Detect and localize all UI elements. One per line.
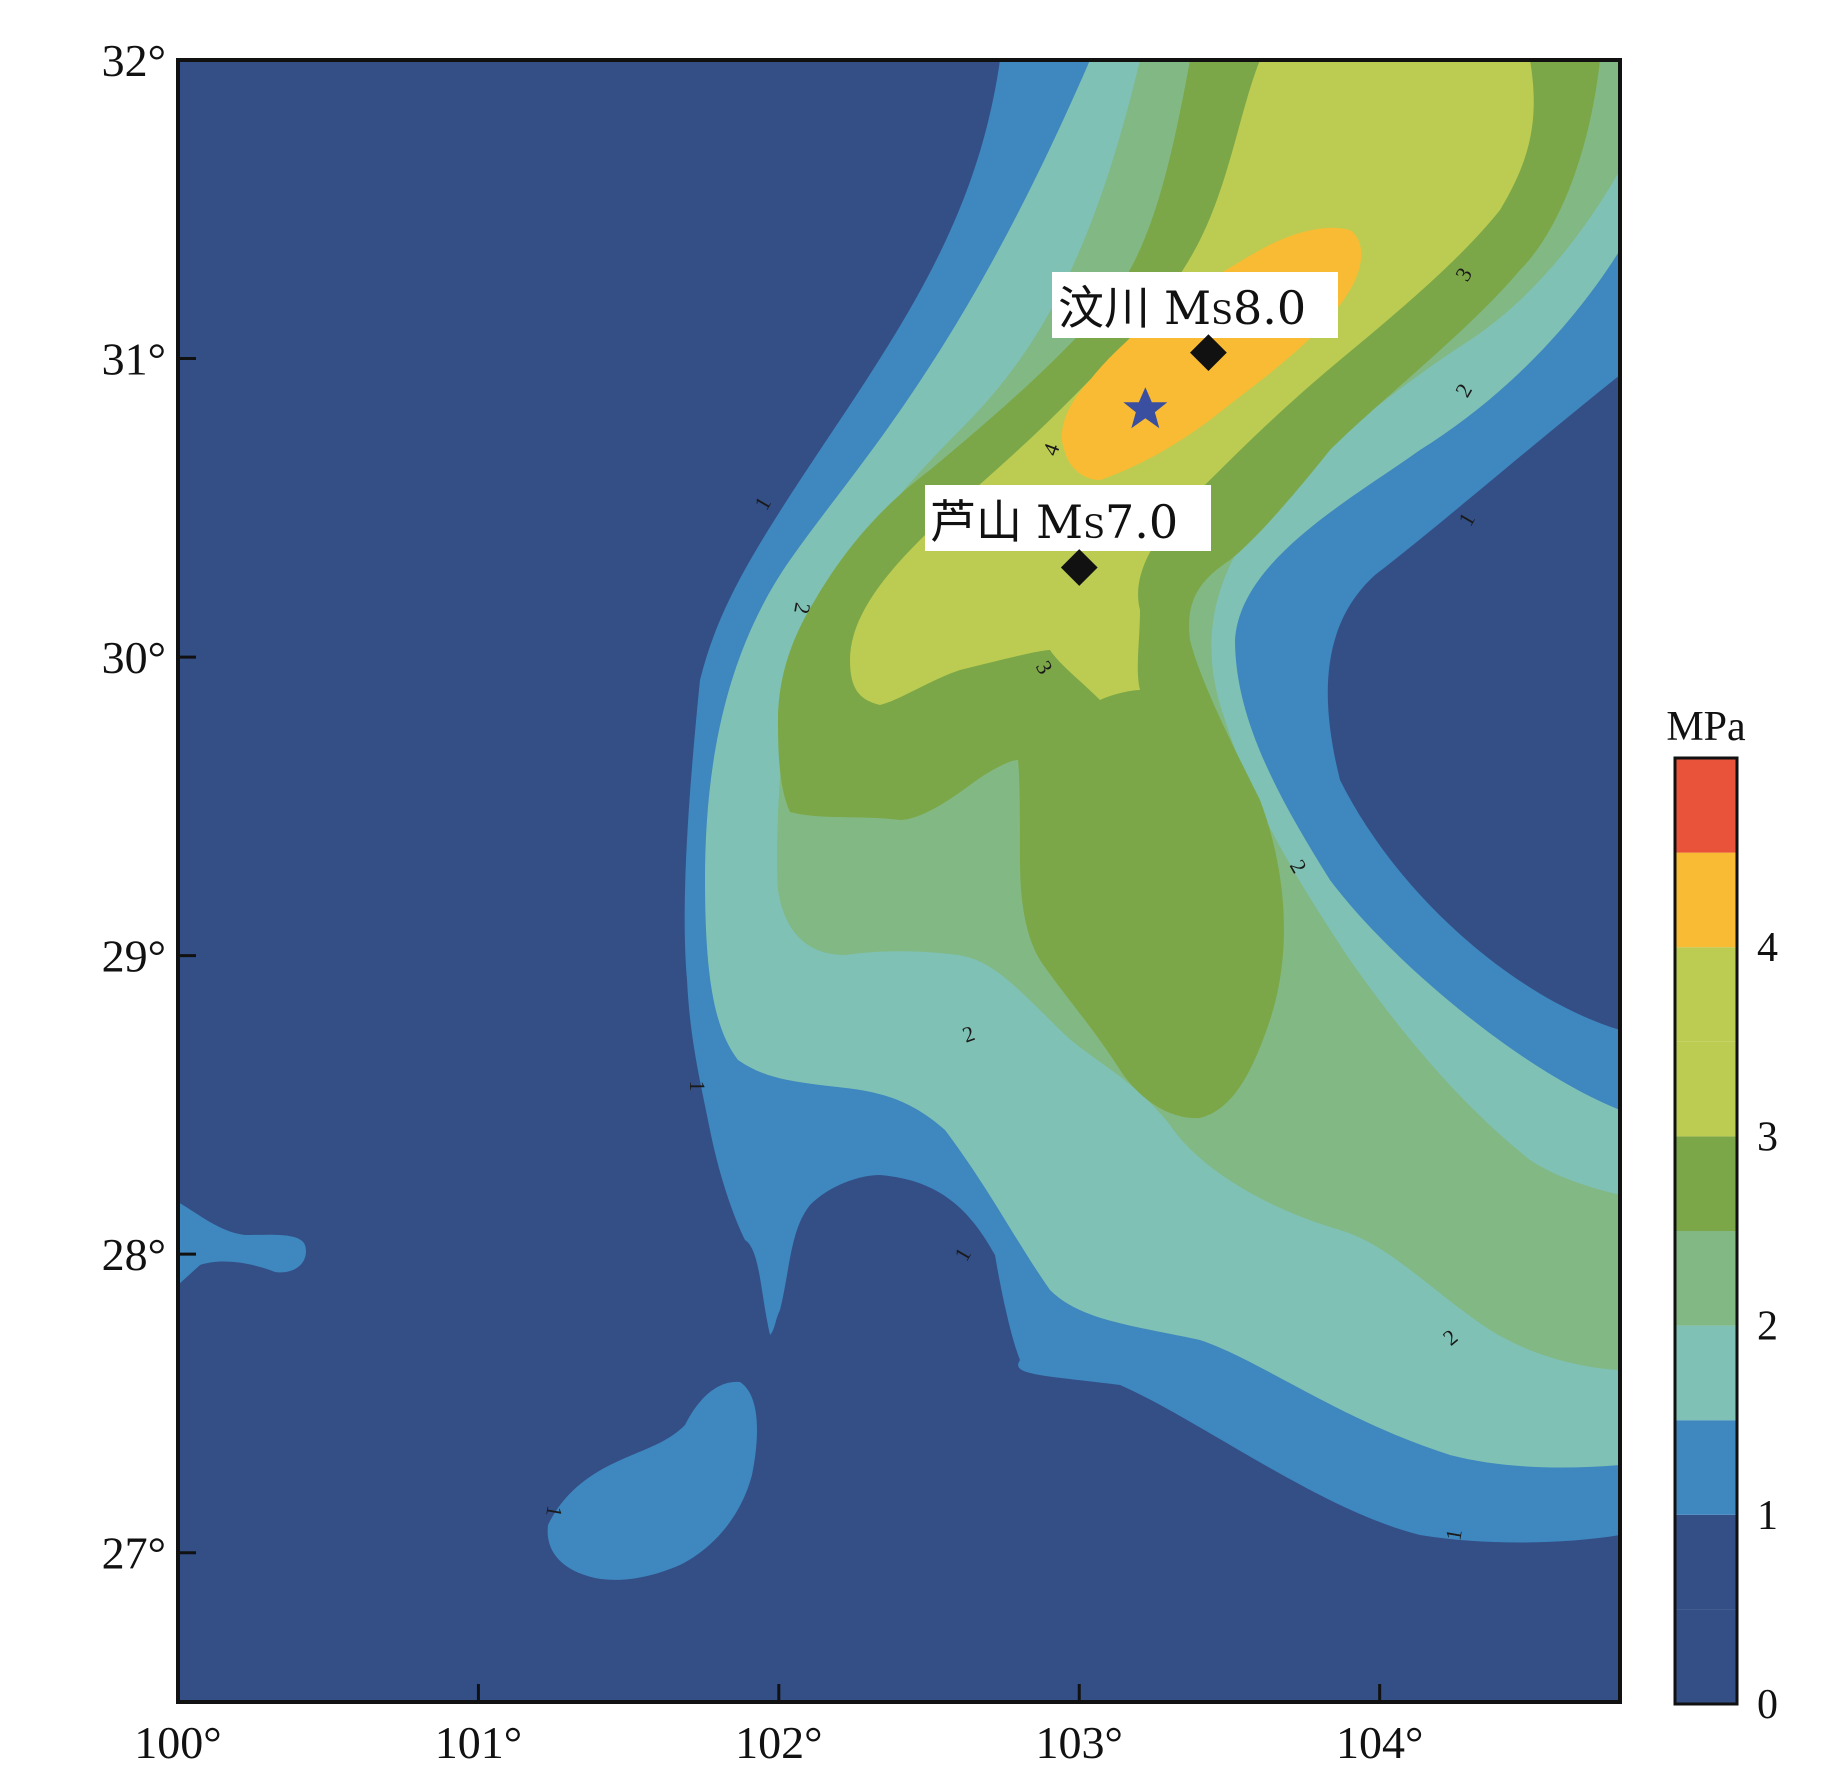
- contour-plot: [178, 60, 1620, 1702]
- y-tick-label: 29°: [102, 931, 166, 982]
- colorbar-bin: [1675, 1136, 1737, 1231]
- colorbar-tick-label: 0: [1757, 1682, 1778, 1728]
- colorbar-ticks: 0 1 2 3 4: [1757, 925, 1778, 1728]
- colorbar-unit: MPa: [1666, 704, 1746, 750]
- lushan-label: 芦山 MS7.0: [930, 495, 1178, 549]
- y-tick-label: 30°: [102, 632, 166, 683]
- contour-island-west: [178, 1202, 306, 1285]
- colorbar-bin: [1675, 1514, 1737, 1610]
- colorbar-frame: [1673, 756, 1739, 1706]
- colorbar-bin: [1675, 852, 1737, 948]
- y-tick-label: 27°: [102, 1528, 166, 1579]
- earthquake-markers: 汶川 MS8.0 芦山 MS7.0: [925, 272, 1338, 586]
- diamond-icon: [1190, 334, 1227, 371]
- contour-island-south: [547, 1381, 757, 1580]
- x-tick-label: 101°: [435, 1717, 522, 1768]
- plot-frame: [176, 58, 1622, 1704]
- x-tick-label: 103°: [1036, 1717, 1123, 1768]
- lushan-label-box: [925, 485, 1211, 551]
- colorbar-bin: [1675, 947, 1737, 1042]
- y-tick-label: 32°: [102, 35, 166, 86]
- contour-label: 1: [1440, 1527, 1467, 1542]
- x-tick-label: 102°: [735, 1717, 822, 1768]
- y-tick-label: 28°: [102, 1229, 166, 1280]
- wenchuan-label: 汶川 MS8.0: [1058, 281, 1306, 335]
- colorbar-bin: [1675, 1041, 1737, 1137]
- contour-label: 2: [789, 601, 816, 616]
- wenchuan-label-box: [1052, 272, 1338, 338]
- colorbar-tick-label: 3: [1757, 1114, 1778, 1160]
- lushan-earthquake: 芦山 MS7.0: [925, 485, 1211, 586]
- x-tick-label: 100°: [134, 1717, 221, 1768]
- star-icon: [1123, 387, 1168, 429]
- colorbar-bin: [1675, 1420, 1737, 1515]
- colorbar-bins: [1675, 758, 1737, 1704]
- y-tick-label: 31°: [102, 334, 166, 385]
- colorbar-tick-label: 1: [1757, 1493, 1778, 1539]
- contour-band-3: [778, 60, 1600, 1119]
- x-axis: 100° 101° 102° 103° 104°: [134, 1684, 1423, 1768]
- y-axis: 32° 31° 30° 29° 28° 27°: [102, 35, 196, 1579]
- contour-label: 1: [685, 1081, 710, 1092]
- diamond-icon: [1060, 549, 1098, 586]
- colorbar-bin: [1675, 1325, 1737, 1421]
- contour-label: 1: [541, 1504, 568, 1519]
- colorbar-bin: [1675, 1231, 1737, 1326]
- x-tick-label: 104°: [1336, 1717, 1423, 1768]
- colorbar: MPa 0 1 2 3 4: [1666, 704, 1778, 1728]
- colorbar-tick-label: 2: [1757, 1304, 1778, 1350]
- colorbar-bin: [1675, 758, 1737, 853]
- colorbar-tick-label: 4: [1757, 925, 1778, 971]
- colorbar-bin: [1675, 1609, 1737, 1704]
- wenchuan-earthquake: 汶川 MS8.0: [1052, 272, 1338, 371]
